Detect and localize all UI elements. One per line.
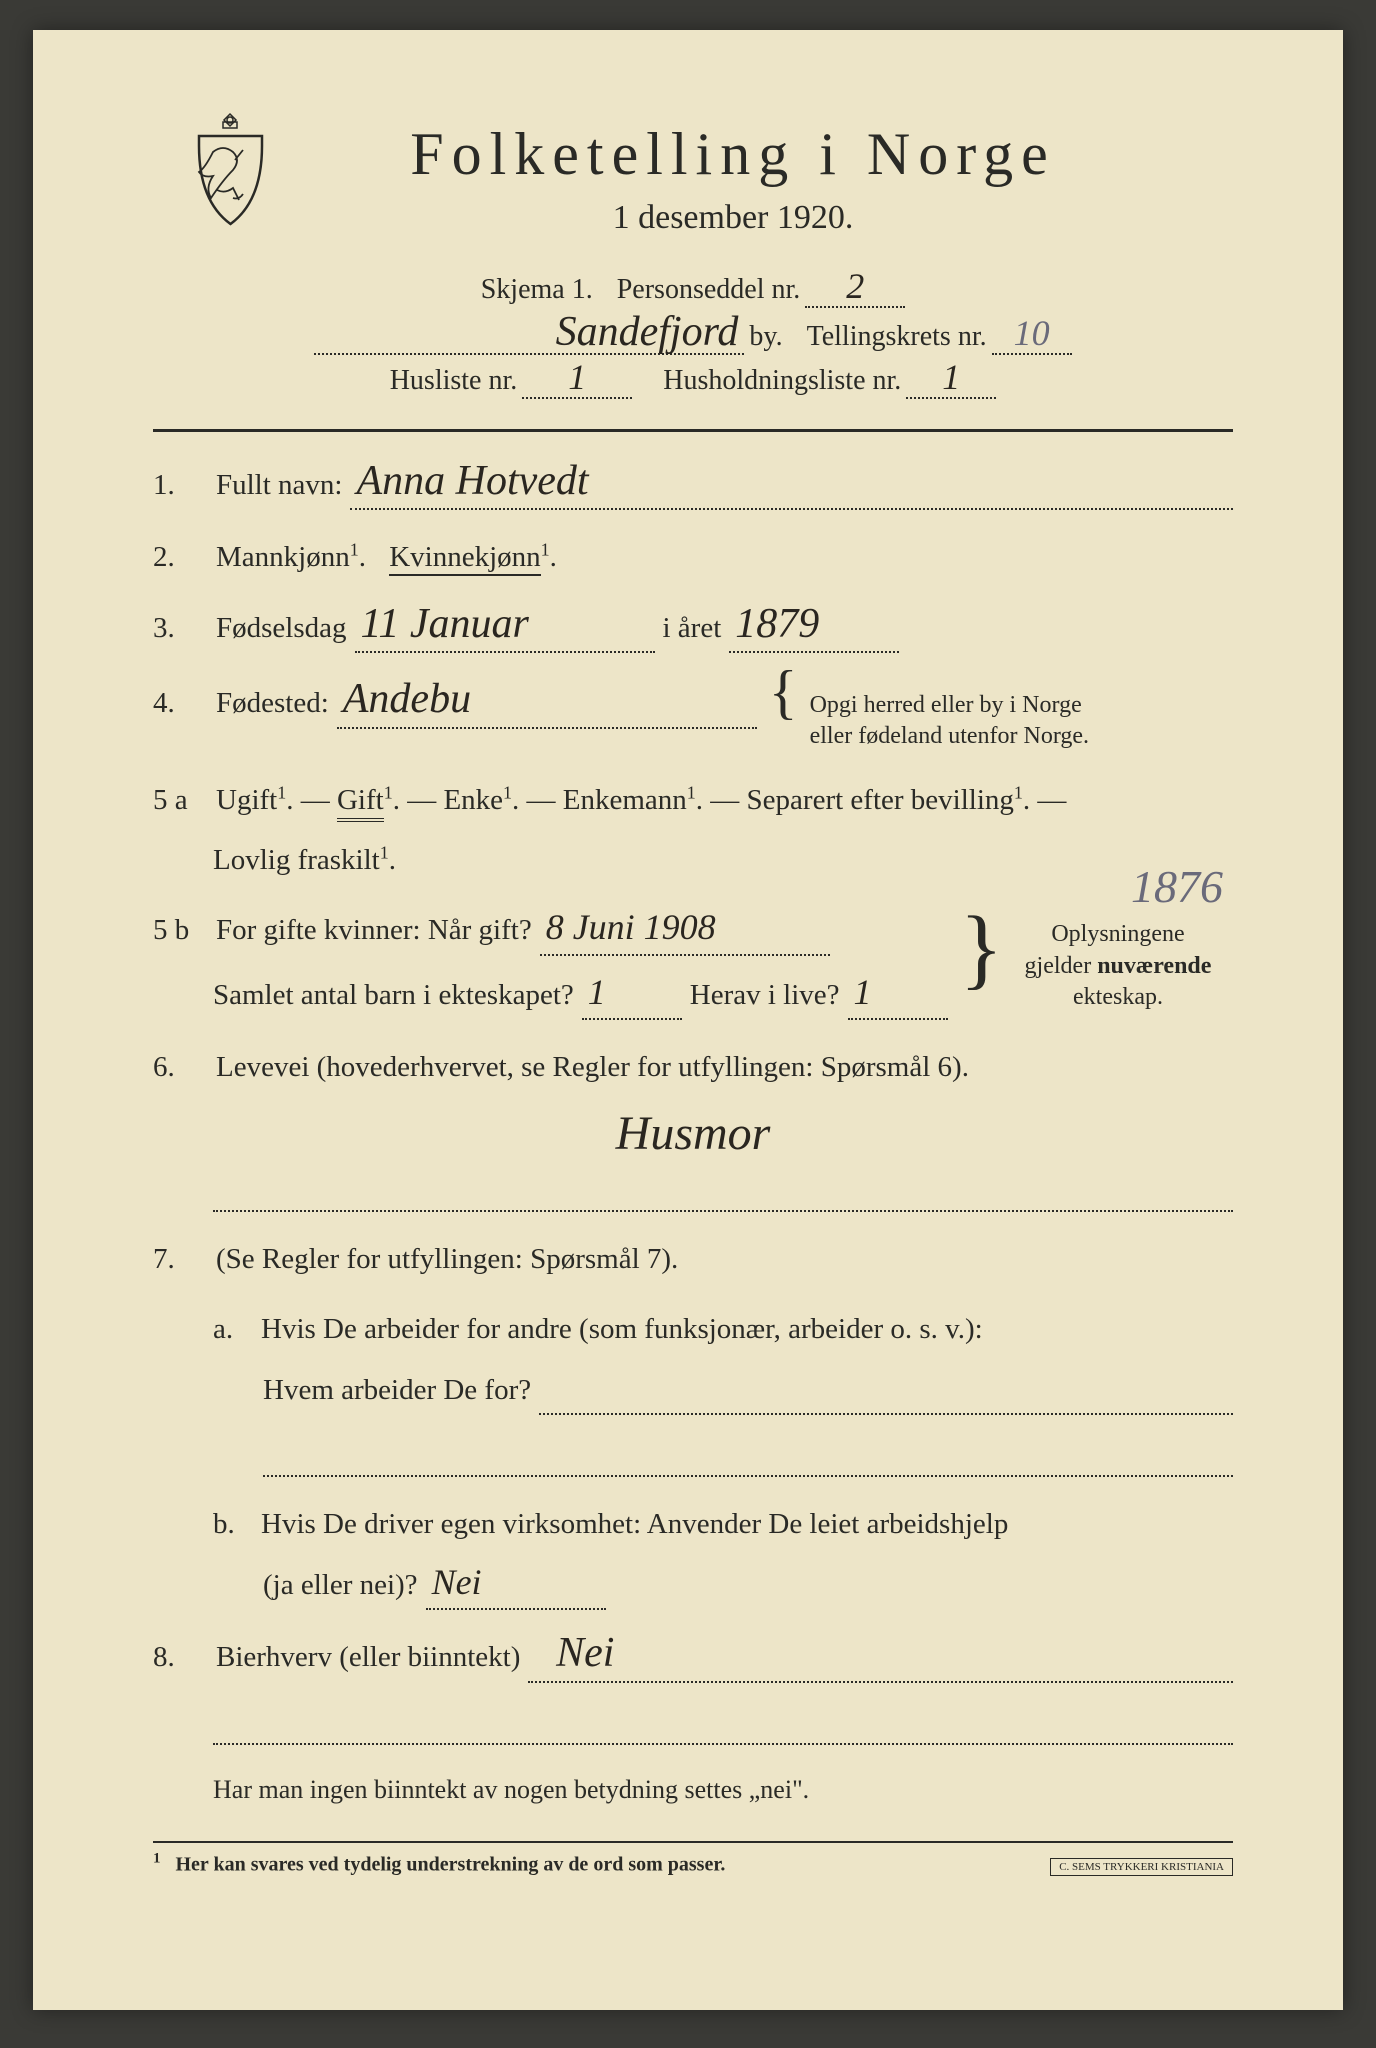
q2-male: Mannkjønn1.: [216, 534, 366, 580]
q2: 2. Mannkjønn1. Kvinnekjønn1.: [153, 534, 1233, 580]
q1: 1. Fullt navn: Anna Hotvedt: [153, 462, 1233, 510]
coat-of-arms-icon: [183, 112, 278, 232]
q1-num: 1.: [153, 462, 208, 508]
by-name-field: Sandefjord: [314, 316, 744, 355]
q6-value-row: Husmor: [153, 1115, 1233, 1154]
q4-value-field: Andebu: [337, 680, 757, 728]
printer-mark: C. SEMS TRYKKERI KRISTIANIA: [1050, 1858, 1233, 1876]
q3-label: Fødselsdag: [216, 605, 347, 651]
q8-value-field: Nei: [528, 1634, 1233, 1682]
q1-label: Fullt navn:: [216, 462, 342, 508]
q5b-label1: For gifte kvinner: Når gift?: [216, 907, 532, 953]
q5b-children-total: 1: [582, 972, 682, 1020]
form-header: Folketelling i Norge 1 desember 1920.: [153, 120, 1233, 237]
title-date: 1 desember 1920.: [233, 199, 1233, 237]
personseddel-label: Personseddel nr.: [617, 274, 801, 306]
q2-num: 2.: [153, 534, 208, 580]
q6-value: Husmor: [616, 1115, 771, 1153]
husliste-nr: 1: [522, 363, 632, 399]
q5b-num: 5 b: [153, 907, 208, 953]
by-label: by.: [749, 321, 782, 353]
census-form-page: Folketelling i Norge 1 desember 1920. Sk…: [33, 30, 1343, 2010]
q5a-fraskilt: Lovlig fraskilt1.: [213, 837, 396, 883]
q4-note: Opgi herred eller by i Norge eller fødel…: [810, 690, 1089, 752]
q5b-sidenote: Oplysningene gjelder nuværende ekteskap.: [1003, 919, 1233, 1013]
q7a-num: a.: [213, 1306, 253, 1352]
q7b-value-field: Nei: [426, 1562, 606, 1610]
personseddel-nr: 2: [805, 272, 905, 308]
q7b-num: b.: [213, 1501, 253, 1547]
brace-icon: {: [769, 677, 798, 707]
q5a-line2: Lovlig fraskilt1.: [153, 837, 1233, 883]
footnote: 1 Her kan svares ved tydelig understrekn…: [153, 1841, 1233, 1877]
foot-note: Har man ingen biinntekt av nogen betydni…: [153, 1769, 1233, 1811]
q4: 4. Fødested: Andebu { Opgi herred eller …: [153, 677, 1233, 752]
footnote-text: 1 Her kan svares ved tydelig understrekn…: [153, 1851, 725, 1877]
q3-year-field: 1879: [729, 605, 899, 653]
q7a: a. Hvis De arbeider for andre (som funks…: [153, 1306, 1233, 1352]
q5b-label3: Herav i live?: [690, 972, 840, 1018]
tellingskrets-label: Tellingskrets nr.: [807, 321, 987, 353]
title-block: Folketelling i Norge 1 desember 1920.: [233, 120, 1233, 237]
q6: 6. Levevei (hovederhvervet, se Regler fo…: [153, 1044, 1233, 1090]
q7b-line2: (ja eller nei)? Nei: [153, 1562, 1233, 1610]
title-main: Folketelling i Norge: [233, 120, 1233, 189]
q5b-married-date: 8 Juni 1908: [540, 907, 830, 955]
q7a-l1: Hvis De arbeider for andre (som funksjon…: [261, 1306, 983, 1352]
q1-value-field: Anna Hotvedt: [350, 462, 1233, 510]
brace-icon: }: [960, 917, 1003, 980]
q5b-children-alive: 1: [848, 972, 948, 1020]
q6-num: 6.: [153, 1044, 208, 1090]
q3-mid: i året: [663, 605, 722, 651]
q5b-label2: Samlet antal barn i ekteskapet?: [213, 972, 574, 1018]
q8-blank: [153, 1697, 1233, 1745]
q7-num: 7.: [153, 1236, 208, 1282]
q7a-line2: Hvem arbeider De for?: [153, 1367, 1233, 1415]
tellingskrets-nr: 10: [992, 319, 1072, 355]
q6-label: Levevei (hovederhvervet, se Regler for u…: [216, 1044, 969, 1090]
skjema-label: Skjema 1.: [481, 274, 593, 306]
husholdning-label: Husholdningsliste nr.: [663, 365, 901, 397]
q8: 8. Bierhverv (eller biinntekt) Nei: [153, 1634, 1233, 1682]
q4-label: Fødested:: [216, 680, 329, 726]
q5a-num: 5 a: [153, 777, 208, 823]
q7a-l2: Hvem arbeider De for?: [263, 1367, 531, 1413]
q7b-l1: Hvis De driver egen virksomhet: Anvender…: [261, 1501, 1008, 1547]
q2-female: Kvinnekjønn1.: [389, 534, 557, 580]
q5a: 5 a Ugift1. — Gift1. — Enke1. — Enkemann…: [153, 777, 1233, 823]
husliste-label: Husliste nr.: [390, 365, 518, 397]
q3-day-field: 11 Januar: [355, 605, 655, 653]
form-meta: Skjema 1. Personseddel nr. 2 Sandefjord …: [153, 272, 1233, 399]
q8-label: Bierhverv (eller biinntekt): [216, 1634, 520, 1680]
pencil-year-note: 1876: [1131, 869, 1223, 906]
q7: 7. (Se Regler for utfyllingen: Spørsmål …: [153, 1236, 1233, 1282]
q6-blank-line: [153, 1164, 1233, 1212]
husholdning-nr: 1: [906, 363, 996, 399]
q3-num: 3.: [153, 605, 208, 651]
q4-num: 4.: [153, 680, 208, 726]
divider: [153, 429, 1233, 432]
q7b: b. Hvis De driver egen virksomhet: Anven…: [153, 1501, 1233, 1547]
q7b-l2: (ja eller nei)?: [263, 1562, 418, 1608]
q5a-options: Ugift1. — Gift1. — Enke1. — Enkemann1. —…: [216, 777, 1066, 823]
q7a-value-field: [539, 1367, 1233, 1415]
q7-label: (Se Regler for utfyllingen: Spørsmål 7).: [216, 1236, 678, 1282]
q5b: 5 b For gifte kvinner: Når gift? 8 Juni …: [153, 907, 1233, 955]
q7a-blank: [153, 1429, 1233, 1477]
q8-num: 8.: [153, 1634, 208, 1680]
q3: 3. Fødselsdag 11 Januar i året 1879: [153, 605, 1233, 653]
